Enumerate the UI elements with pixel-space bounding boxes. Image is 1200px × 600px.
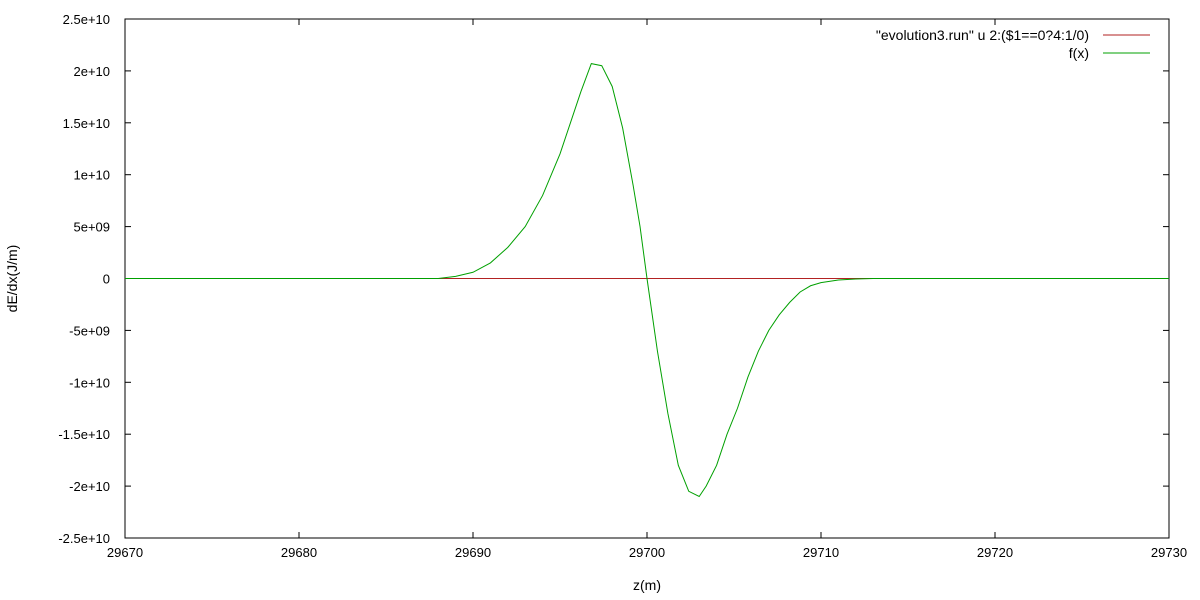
- y-tick-label: -2e+10: [69, 479, 110, 494]
- x-tick-label: 29700: [629, 545, 665, 560]
- y-tick-label: -2.5e+10: [58, 531, 110, 546]
- x-tick-label: 29690: [455, 545, 491, 560]
- y-tick-label: 2e+10: [73, 64, 110, 79]
- y-axis-label: dE/dx(J/m): [4, 245, 20, 313]
- x-tick-label: 29670: [107, 545, 143, 560]
- x-tick-label: 29710: [803, 545, 839, 560]
- legend-entry-label: "evolution3.run" u 2:($1==0?4:1/0): [876, 27, 1089, 43]
- y-tick-label: 1e+10: [73, 168, 110, 183]
- y-tick-label: -5e+09: [69, 323, 110, 338]
- x-axis-label: z(m): [633, 577, 661, 593]
- y-tick-label: 2.5e+10: [63, 12, 110, 27]
- legend-entry-label: f(x): [1069, 45, 1089, 61]
- x-tick-label: 29730: [1151, 545, 1187, 560]
- series-line-2: [125, 63, 1169, 498]
- ticks: 29670 29680 29690 29700 29710 29720 29730 2.5e+…: [58, 12, 1187, 560]
- x-tick-label: 29680: [281, 545, 317, 560]
- y-tick-label: -1e+10: [69, 375, 110, 390]
- y-tick-label: -1.5e+10: [58, 427, 110, 442]
- x-tick-label: 29720: [977, 545, 1013, 560]
- y-tick-label: 0: [103, 272, 110, 287]
- legend: "evolution3.run" u 2:($1==0?4:1/0) f(x): [876, 27, 1150, 61]
- y-tick-label: 5e+09: [73, 220, 110, 235]
- y-tick-label: 1.5e+10: [63, 116, 110, 131]
- series-lines: [125, 63, 1169, 498]
